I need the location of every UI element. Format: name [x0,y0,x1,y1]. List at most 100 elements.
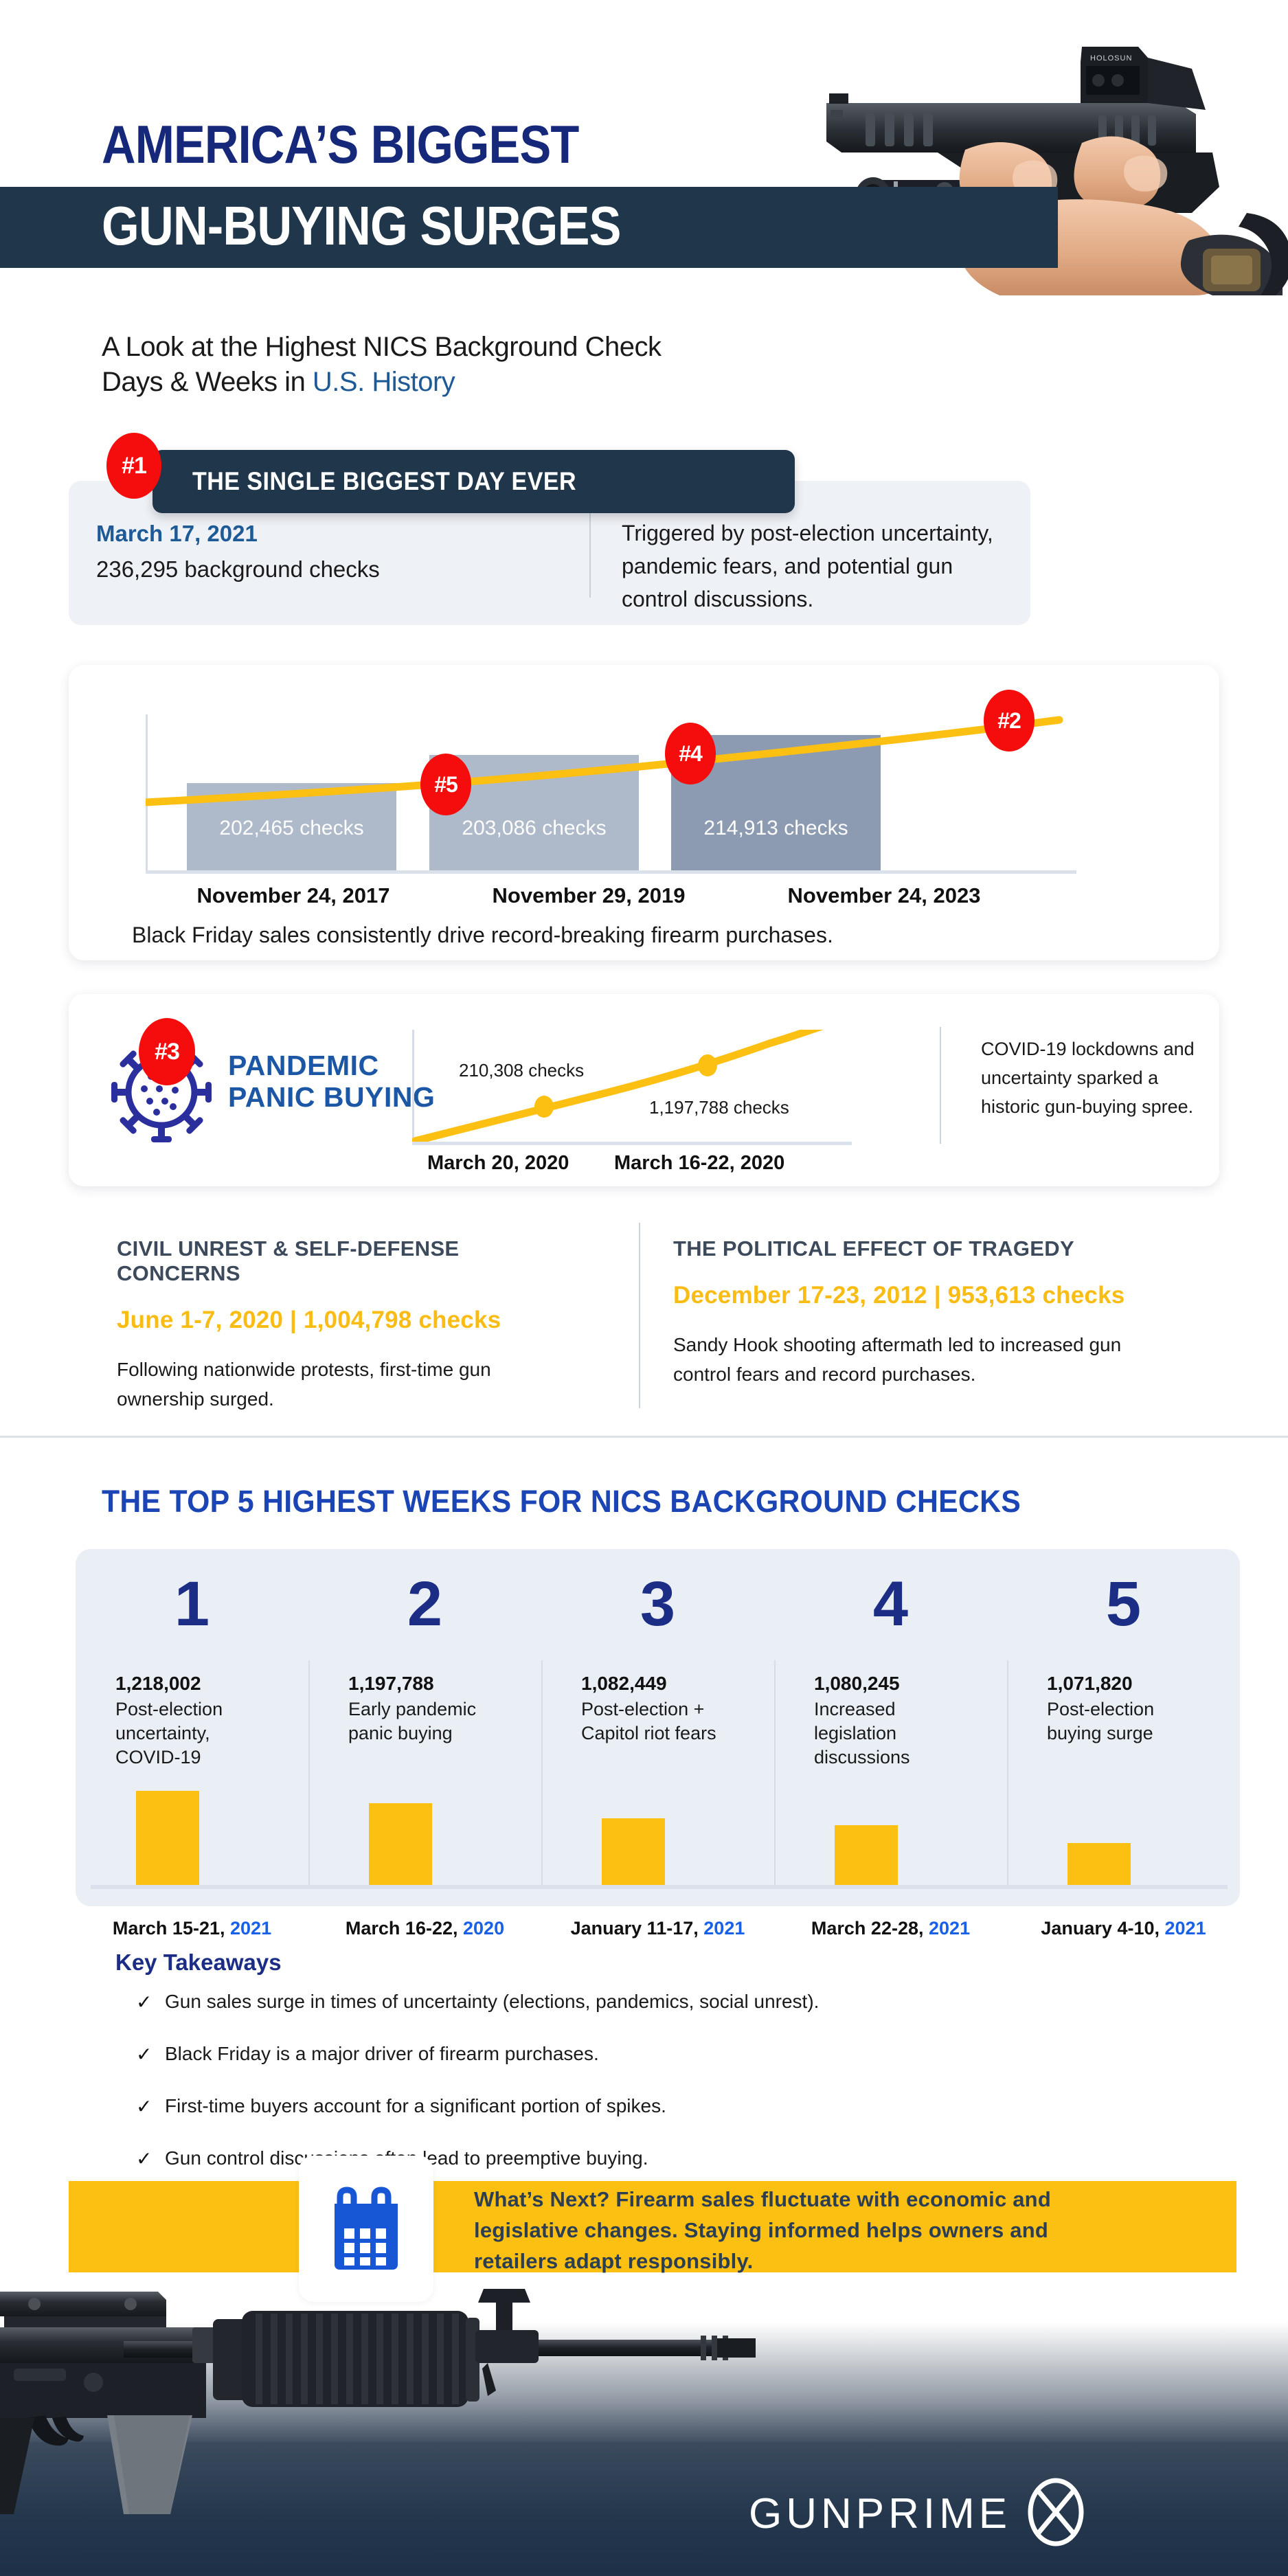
page-subtitle: A Look at the Highest NICS Background Ch… [102,330,662,400]
vertical-divider [589,508,591,598]
section1-description: Triggered by post-election uncertainty, … [622,521,993,611]
top5-column-3: 3 1,082,449 Post-election + Capitol riot… [541,1549,774,1906]
section1-checks: 236,295 background checks [96,556,380,582]
rank-number-2: 2 [407,1569,443,1639]
calendar-icon [299,2156,433,2302]
check-icon: ✓ [136,2148,152,2169]
page-title-line1: AMERICA’S BIGGEST [102,114,579,174]
brand-name: GUNPRIME [749,2490,1012,2538]
section1-header-label: THE SINGLE BIGGEST DAY EVER [192,467,577,495]
top5-title: THE TOP 5 HIGHEST WEEKS FOR NICS BACKGRO… [102,1484,1021,1519]
top5-card: 1 1,218,002 Post-election uncertainty, C… [76,1549,1240,1906]
rank-number-4: 4 [872,1569,909,1639]
date-label-4: March 22-28, 2021 [774,1918,1007,1939]
political-effect-heading: THE POLITICAL EFFECT OF TRAGEDY [673,1236,1074,1261]
x-axis [91,1885,1228,1889]
check-icon: ✓ [136,1991,152,2013]
key-takeaways-list: ✓ Gun sales surge in times of uncertaint… [136,1991,1098,2200]
footer-band [0,2442,1288,2576]
date-month-3: January 11-17, [570,1918,699,1939]
description-2: Early pandemic panic buying [348,1699,477,1744]
pandemic-label-day: 210,308 checks [459,1060,585,1081]
top5-column-2: 2 1,197,788 Early pandemic panic buying [308,1549,541,1906]
value-1: 1,218,002 [115,1673,201,1694]
value-4: 1,080,245 [814,1673,900,1694]
pandemic-title-line1: PANDEMIC [228,1050,379,1081]
date-year-3: 2021 [703,1918,745,1939]
bar-2 [369,1803,432,1887]
rank-badge-2: #2 [984,690,1035,752]
list-item: ✓ Black Friday is a major driver of fire… [136,2043,1098,2066]
date-month-5: January 4-10, [1041,1918,1160,1939]
ar15-rifle-photo [0,2287,756,2514]
black-friday-x-labels: November 24, 2017 November 29, 2019 Nove… [146,883,1076,908]
vertical-divider [639,1223,640,1408]
date-label-5: January 4-10, 2021 [1007,1918,1240,1939]
civil-unrest-column: CIVIL UNREST & SELF-DEFENSE CONCERNS Jun… [117,1236,584,1414]
pandemic-date-1: March 20, 2020 [427,1152,569,1174]
date-year-4: 2021 [929,1918,971,1939]
rank-number-3: 3 [640,1569,676,1639]
bar-3 [602,1818,665,1887]
pandemic-card: PANDEMIC PANIC BUYING 210,308 checks 1,1… [69,994,1219,1186]
rank-badge-3: #3 [139,1018,195,1085]
subtitle-highlight: U.S. History [312,367,455,398]
subtitle-line1: A Look at the Highest NICS Background Ch… [102,332,662,362]
description-4: Increased legislation discussions [814,1699,910,1768]
subtitle-line2: Days & Weeks in [102,367,313,398]
bar-label-2023: 214,913 checks [703,817,848,839]
check-icon: ✓ [136,2096,152,2117]
date-label-3: January 11-17, 2021 [541,1918,774,1939]
black-friday-note: Black Friday sales consistently drive re… [132,923,833,947]
horizontal-divider [0,1436,1288,1438]
list-item: ✓ Gun control discussions often lead to … [136,2147,1098,2170]
civil-unrest-heading: CIVIL UNREST & SELF-DEFENSE CONCERNS [117,1236,460,1285]
page-title-line2: GUN-BUYING SURGES [102,195,621,256]
date-month-2: March 16-22, [345,1918,458,1939]
political-effect-text: Sandy Hook shooting aftermath led to inc… [673,1334,1122,1386]
svg-text:HOLOSUN: HOLOSUN [1090,54,1132,63]
civil-unrest-stat: June 1-7, 2020 | 1,004,798 checks [117,1307,501,1333]
x-axis [412,1142,852,1145]
description-1: Post-election uncertainty, COVID-19 [115,1699,223,1768]
rank-number-5: 5 [1105,1569,1142,1639]
political-effect-column: THE POLITICAL EFFECT OF TRAGEDY December… [673,1236,1140,1390]
rank-badge-5: #5 [420,754,471,815]
vertical-divider [940,1027,941,1144]
x-axis [146,870,1076,874]
whats-next-text: What’s Next? Firearm sales fluctuate wit… [474,2187,1051,2273]
description-3: Post-election + Capitol riot fears [581,1699,716,1744]
crosshair-oval-icon [1026,2476,1085,2551]
pandemic-label-week: 1,197,788 checks [649,1097,789,1118]
date-label-1: March 15-21, 2021 [76,1918,308,1939]
list-item: ✓ First-time buyers account for a signif… [136,2095,1098,2118]
whats-next-banner [69,2181,1236,2272]
hero-section: HOLOSUN TLR-1 HL [0,0,1288,323]
list-item: ✓ Gun sales surge in times of uncertaint… [136,1991,1098,2013]
pandemic-title-line2: PANIC BUYING [228,1081,436,1113]
pandemic-title: PANDEMIC PANIC BUYING [228,1050,435,1114]
pandemic-line [412,1030,824,1145]
value-2: 1,197,788 [348,1673,434,1694]
top5-column-1: 1 1,218,002 Post-election uncertainty, C… [76,1549,308,1906]
x-label-2017: November 24, 2017 [196,883,390,907]
bar-1 [136,1791,199,1887]
section4: CIVIL UNREST & SELF-DEFENSE CONCERNS Jun… [117,1223,1175,1410]
black-friday-card: 202,465 checks 203,086 checks 214,913 ch… [69,665,1219,960]
pandemic-note: COVID-19 lockdowns and uncertainty spark… [981,1039,1195,1117]
check-icon: ✓ [136,2044,152,2065]
rank-badge-1: #1 [106,433,161,499]
bar-5 [1067,1843,1131,1887]
x-label-2019: November 29, 2019 [492,883,686,907]
bar-label-2017: 202,465 checks [219,817,364,839]
takeaway-text-1: Gun sales surge in times of uncertainty … [165,1991,820,2012]
takeaway-text-2: Black Friday is a major driver of firear… [165,2043,599,2064]
title-band [0,187,1058,268]
date-year-5: 2021 [1164,1918,1206,1939]
y-axis [146,714,148,874]
pandemic-date-2: March 16-22, 2020 [614,1152,785,1174]
section1-date: March 17, 2021 [96,521,258,546]
top5-weeks-chart: 1 1,218,002 Post-election uncertainty, C… [76,1549,1240,1906]
pandemic-panic-chart: 210,308 checks 1,197,788 checks [412,1030,852,1145]
